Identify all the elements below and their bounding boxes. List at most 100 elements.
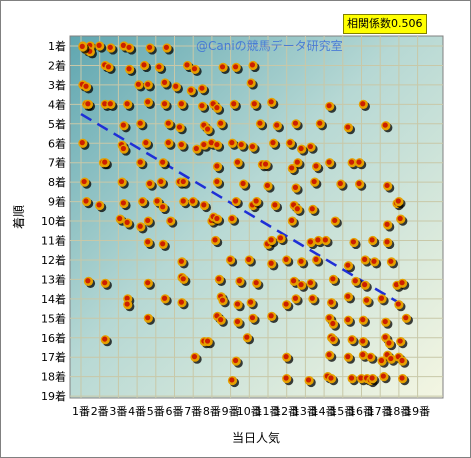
data-point [351, 276, 363, 288]
data-point-inner [326, 352, 332, 358]
data-point-inner [272, 202, 278, 208]
data-point [106, 43, 118, 55]
data-point-inner [145, 239, 151, 245]
data-point-inner [326, 315, 332, 321]
data-point-inner [96, 42, 102, 49]
data-point-inner [307, 239, 314, 245]
data-point [125, 64, 137, 76]
data-point-inner [330, 276, 336, 282]
y-tick-label: 5着 [48, 117, 66, 131]
data-point [164, 119, 176, 131]
data-point-inner [397, 215, 403, 222]
data-point-inner [268, 313, 274, 319]
data-point-inner [283, 256, 289, 262]
y-tick-label: 10着 [41, 214, 66, 228]
data-point-inner [345, 124, 351, 130]
data-point-inner [165, 140, 171, 146]
data-point [347, 373, 359, 386]
data-point [171, 82, 183, 94]
data-point [237, 140, 249, 152]
data-point [285, 138, 298, 150]
data-point-inner [227, 256, 233, 262]
data-point [358, 315, 370, 327]
data-point [143, 97, 155, 110]
data-point-inner [350, 239, 357, 245]
data-point-inner [382, 122, 388, 128]
data-point-inner [167, 217, 173, 224]
data-point-inner [307, 280, 314, 286]
data-point [310, 177, 322, 189]
data-point-inner [219, 64, 226, 70]
data-point-inner [107, 101, 113, 107]
data-point [186, 86, 198, 98]
data-point [369, 257, 382, 269]
data-point-inner [240, 180, 246, 187]
data-point-inner [120, 122, 127, 128]
data-point [394, 300, 406, 312]
data-point [343, 261, 356, 273]
data-point-inner [380, 373, 386, 379]
data-points [78, 41, 413, 388]
data-point [125, 43, 137, 55]
data-point-inner [363, 297, 370, 303]
data-point-inner [137, 159, 143, 165]
data-point [177, 298, 189, 310]
data-point [177, 99, 189, 111]
data-point [252, 278, 264, 290]
data-point-inner [234, 301, 241, 307]
data-point-inner [249, 62, 256, 68]
data-point [160, 99, 172, 111]
data-point-inner [165, 120, 171, 126]
data-point [212, 214, 225, 226]
data-point-inner [292, 295, 299, 301]
data-point-inner [292, 120, 299, 126]
data-point [355, 179, 367, 191]
data-point-inner [124, 295, 130, 301]
data-point [139, 60, 152, 73]
data-point-inner [193, 145, 199, 152]
data-point-inner [135, 81, 141, 87]
data-point-inner [120, 200, 127, 206]
data-point [216, 119, 228, 131]
data-point [282, 373, 294, 386]
x-tick-label: 10番 [237, 405, 262, 418]
data-point [175, 123, 187, 135]
data-point-inner [382, 334, 388, 340]
data-point-inner [199, 103, 205, 109]
data-point [226, 255, 238, 267]
watermark-text: @Caniの競馬データ研究室 [196, 38, 343, 53]
data-point [308, 294, 320, 306]
data-point [282, 300, 294, 312]
x-tick-label: 18番 [386, 405, 411, 418]
data-point-inner [356, 180, 362, 187]
data-point [255, 119, 268, 131]
data-point [360, 280, 372, 292]
data-point [244, 255, 256, 267]
data-point-inner [141, 62, 147, 68]
data-point-inner [270, 140, 276, 146]
data-point-inner [309, 295, 315, 301]
data-point-inner [145, 217, 151, 224]
data-point [177, 257, 189, 269]
data-point [216, 315, 228, 327]
data-point [330, 216, 342, 228]
data-point [267, 97, 279, 110]
data-point [227, 214, 240, 226]
data-point [166, 216, 178, 228]
data-point-inner [236, 278, 242, 284]
data-point-inner [384, 221, 390, 227]
data-point-inner [397, 338, 403, 344]
data-point-inner [229, 377, 235, 383]
data-point [231, 356, 243, 368]
data-point [218, 62, 230, 74]
data-point-inner [146, 180, 153, 187]
data-point [95, 200, 107, 213]
data-point-inner [233, 357, 239, 364]
data-point [297, 280, 309, 292]
data-point-inner [253, 198, 259, 204]
data-point-inner [247, 79, 254, 85]
data-point [212, 161, 225, 174]
data-point [80, 177, 92, 189]
data-point-inner [328, 375, 334, 381]
